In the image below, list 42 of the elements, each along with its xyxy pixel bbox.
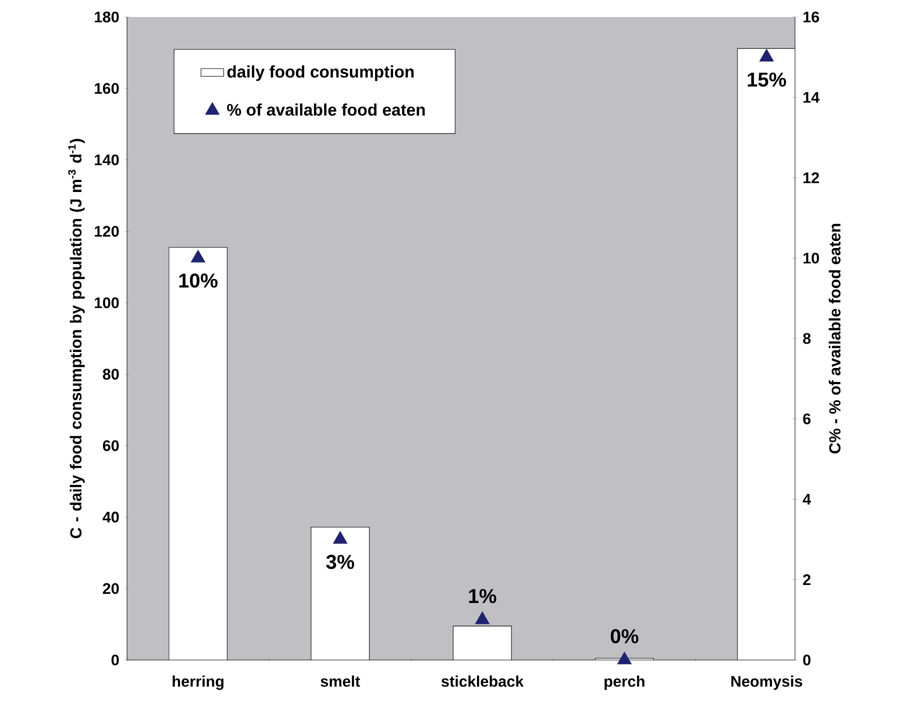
bar [453, 626, 512, 660]
bar [168, 247, 228, 660]
data-label: 15% [748, 72, 786, 87]
y2-tick-label: 8 [803, 333, 811, 344]
y2-tick-label: 4 [802, 494, 812, 505]
y-tick-label: 180 [94, 12, 119, 22]
data-label: 1% [469, 589, 496, 604]
point [759, 48, 774, 62]
y-tick-label: 0 [112, 654, 119, 666]
y-tick-label: 80 [102, 368, 119, 380]
y2-axis-title: C% - % of available food eaten [828, 224, 841, 454]
y-tick-label: 140 [94, 154, 119, 166]
data-label: 3% [326, 554, 354, 570]
y2-tick-label: 14 [804, 92, 820, 103]
y2-tick-label: 10 [804, 252, 819, 264]
x-tick-label: herring [172, 676, 224, 690]
legend-label: daily food consumption [227, 65, 414, 81]
y-tick-label: 20 [102, 583, 119, 594]
y2-tick-label: 16 [804, 12, 820, 22]
y-tick-label: 40 [102, 512, 119, 523]
legend-label: % of available food eaten [227, 103, 425, 116]
point [475, 612, 490, 624]
bar [737, 48, 795, 660]
point [333, 531, 348, 544]
y-tick-label: 120 [94, 226, 119, 237]
point [190, 250, 206, 262]
x-tick-label: perch [604, 676, 644, 690]
y-tick-label: 160 [94, 83, 119, 94]
y-tick-label: 60 [102, 440, 119, 452]
y2-tick-label: 6 [803, 413, 811, 424]
x-tick-label: Neomysis [731, 676, 802, 690]
x-tick-label: smelt [320, 676, 360, 687]
y-tick-label: 100 [94, 297, 119, 308]
y2-tick-label: 0 [803, 654, 810, 666]
data-label: 10% [179, 273, 218, 288]
data-label: 0% [610, 629, 638, 644]
y-axis-title: C - daily food consumption by population (J m$^{-3}$ d$^{-1}$) [68, 138, 85, 538]
point [617, 652, 632, 664]
bar [311, 527, 370, 660]
y2-tick-label: 12 [804, 172, 819, 184]
x-tick-label: stickleback [442, 676, 524, 687]
y2-tick-label: 2 [803, 574, 810, 585]
